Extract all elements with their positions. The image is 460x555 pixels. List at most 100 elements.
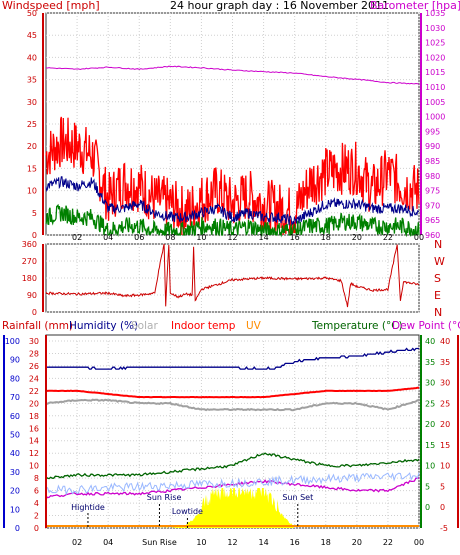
x-tick-label: 12 [227, 233, 237, 242]
wind-direction-line [45, 243, 420, 308]
degree-tick-label: 360 [22, 240, 37, 249]
x-tick-label: 10 [196, 538, 206, 547]
windspeed-tick-label: 10 [27, 187, 37, 196]
rain-tick-label: 16 [29, 424, 39, 433]
temperature-series [45, 347, 420, 528]
dewpoint-tick-label: 40 [440, 337, 450, 346]
temperature-tick-label: 15 [425, 441, 435, 450]
annotation-label: Lowtide [172, 507, 203, 516]
x-tick-label: 16 [290, 538, 300, 547]
x-tick-label: 02 [72, 233, 82, 242]
temperature-tick-label: 10 [425, 462, 435, 471]
barometer-tick-label: 1010 [425, 83, 445, 92]
indoor-temp-line [46, 386, 419, 399]
barometer-tick-label: 960 [425, 231, 440, 240]
rain-tick-label: 10 [29, 462, 39, 471]
barometer-tick-label: 1035 [425, 9, 445, 18]
uv-area [159, 488, 295, 528]
humidity-tick-label: 30 [10, 468, 20, 477]
humidity-tick-label: 60 [10, 412, 20, 421]
humidity-tick-label: 40 [10, 449, 20, 458]
compass-tick-label: W [434, 255, 445, 268]
windspeed-tick-label: 50 [27, 9, 37, 18]
windspeed-tick-label: 30 [27, 98, 37, 107]
x-tick-label: 14 [258, 538, 268, 547]
barometer-tick-label: 995 [425, 127, 440, 136]
average-wind-line [45, 176, 420, 227]
direction-degree-ticks: 0 90 180 270 360 [22, 240, 44, 317]
x-tick-label: 20 [352, 538, 362, 547]
windspeed-tick-label: 5 [32, 209, 37, 218]
temperature-dewpoint-axis-ticks: 0 5 10 15 20 25 30 35 40 -5 0 5 10 15 20 25 30 35 40 [425, 337, 450, 533]
temperature-tick-label: 20 [425, 420, 435, 429]
barometer-tick-label: 1020 [425, 53, 445, 62]
direction-grid [46, 243, 420, 313]
x-tick-label: 10 [196, 233, 206, 242]
windspeed-tick-label: 40 [27, 53, 37, 62]
barometer-tick-label: 1015 [425, 68, 445, 77]
temperature-tick-label: 40 [425, 337, 435, 346]
windspeed-axis-label: Windspeed [mph] [2, 0, 100, 12]
minimum-wind-line [45, 203, 420, 238]
degree-tick-label: 90 [27, 291, 37, 300]
x-tick-label: 04 [103, 538, 113, 547]
dewpoint-tick-label: 25 [440, 399, 450, 408]
x-tick-label: 12 [227, 538, 237, 547]
direction-series [45, 243, 420, 308]
solar-line [45, 398, 420, 412]
temperature-tick-label: 0 [425, 503, 430, 512]
uv-label: UV [246, 320, 262, 332]
barometer-tick-label: 1030 [425, 24, 445, 33]
rain-tick-label: 4 [34, 499, 39, 508]
windspeed-tick-label: 20 [27, 142, 37, 151]
x-tick-label: 06 [134, 233, 144, 242]
x-tick-label: 04 [103, 233, 113, 242]
windspeed-tick-label: 45 [27, 31, 37, 40]
temperature-humidity-panel: Rainfall (mm) Humidity (%) Solar Indoor … [2, 320, 460, 547]
compass-tick-label: N [434, 306, 442, 319]
humidity-tick-label: 70 [10, 393, 20, 402]
x-tick-label: 00 [414, 538, 424, 547]
windspeed-axis-ticks: 0 5 10 15 20 25 30 35 40 45 50 [27, 9, 44, 240]
barometer-tick-label: 1000 [425, 113, 445, 122]
windspeed-tick-label: 25 [27, 120, 37, 129]
temperature-line [45, 452, 420, 480]
x-tick-label: 16 [290, 233, 300, 242]
humidity-tick-label: 0 [15, 524, 20, 533]
x-tick-label: 08 [165, 233, 175, 242]
temperature-tick-label: 25 [425, 399, 435, 408]
dewpoint-tick-label: 5 [440, 482, 445, 491]
barometer-tick-label: 985 [425, 157, 440, 166]
humidity-trace-line [45, 472, 420, 496]
rain-tick-label: 2 [34, 512, 39, 521]
rain-tick-label: 0 [34, 524, 39, 533]
x-tick-label: 22 [383, 233, 393, 242]
dewpoint-tick-label: -5 [440, 524, 448, 533]
x-tick-label: 20 [352, 233, 362, 242]
rain-tick-label: 14 [29, 437, 39, 446]
barometer-tick-label: 1025 [425, 39, 445, 48]
barometer-tick-label: 990 [425, 142, 440, 151]
rain-tick-label: 18 [29, 412, 39, 421]
windspeed-tick-label: 15 [27, 164, 37, 173]
compass-tick-label: E [434, 289, 441, 302]
chart-title: 24 hour graph day : 16 November 2011 [170, 0, 389, 12]
rain-tick-label: 12 [29, 449, 39, 458]
x-tick-label: Sun Rise [142, 538, 177, 547]
degree-tick-label: 0 [32, 308, 37, 317]
rain-tick-label: 22 [29, 387, 39, 396]
indoor-temp-label: Indoor temp [171, 320, 236, 332]
rain-tick-label: 20 [29, 399, 39, 408]
tide-sun-annotations: Hightide Sun Rise Lowtide Sun Set [71, 493, 313, 528]
wind-series [45, 65, 420, 238]
annotation-label: Sun Rise [147, 493, 182, 502]
dewpoint-tick-label: 10 [440, 462, 450, 471]
dewpoint-line [45, 477, 420, 499]
dewpoint-tick-label: 35 [440, 358, 450, 367]
annotation-label: Hightide [71, 503, 105, 512]
dewpoint-tick-label: 20 [440, 420, 450, 429]
windspeed-tick-label: 35 [27, 76, 37, 85]
